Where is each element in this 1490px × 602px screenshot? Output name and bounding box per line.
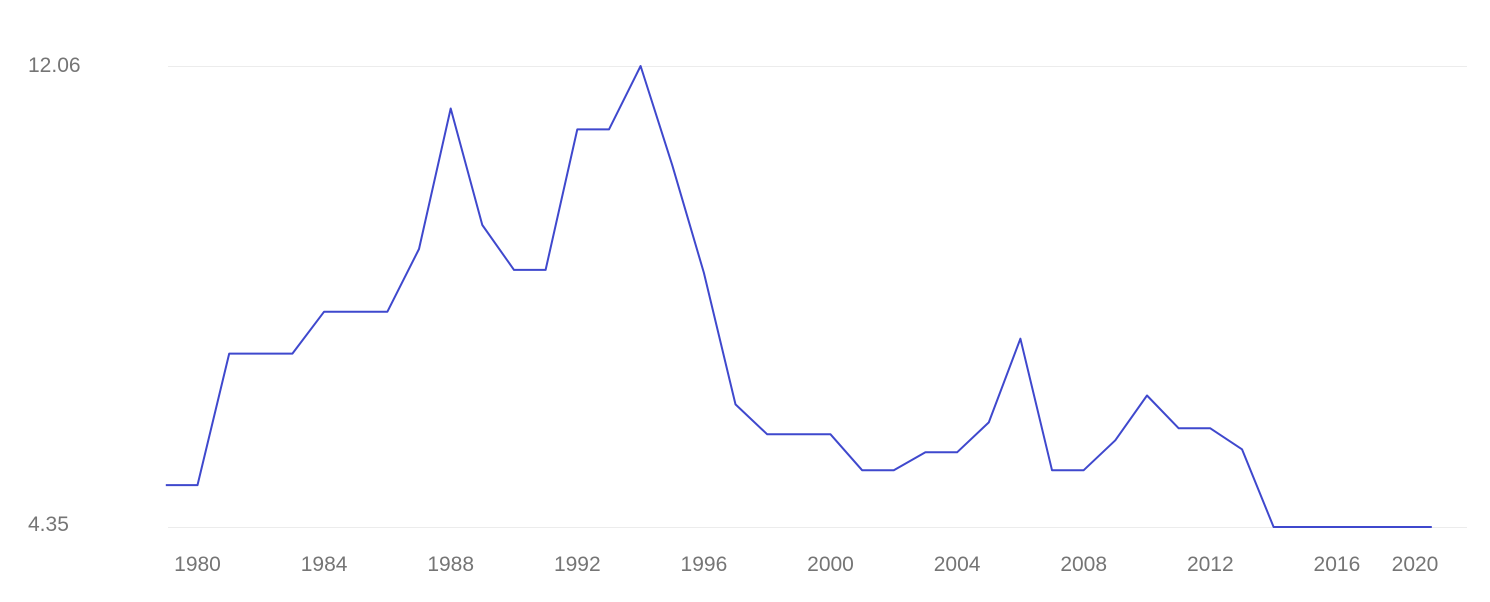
x-axis-tick-label: 2004 [933, 553, 981, 576]
x-axis-tick-label: 2008 [1060, 553, 1108, 576]
line-series [165, 65, 1432, 528]
x-axis-tick-label: 2020 [1391, 553, 1439, 576]
x-axis-tick-label: 1984 [300, 553, 348, 576]
x-axis-tick-label: 2016 [1313, 553, 1361, 576]
y-axis-tick-label-min: 4.35 [28, 513, 69, 536]
x-axis-tick-label: 2012 [1186, 553, 1234, 576]
x-axis-tick-label: 1988 [427, 553, 475, 576]
x-axis-tick-label: 2000 [807, 553, 854, 576]
y-axis-tick-label-max: 12.06 [28, 54, 81, 77]
x-axis-tick-label: 1980 [174, 553, 221, 576]
x-axis-tick-label: 1992 [553, 553, 601, 576]
x-axis-tick-label: 1996 [680, 553, 728, 576]
